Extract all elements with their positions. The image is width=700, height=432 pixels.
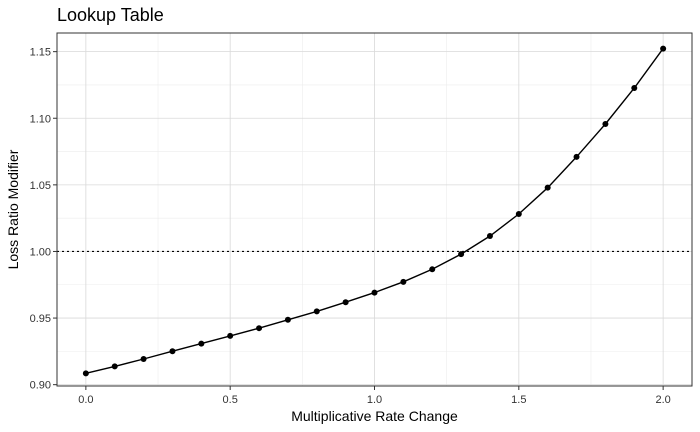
- data-point: [631, 85, 638, 92]
- data-point: [371, 289, 378, 296]
- y-tick-label: 1.00: [30, 246, 51, 258]
- data-point: [198, 340, 205, 347]
- y-axis-title: Loss Ratio Modifier: [5, 149, 21, 269]
- y-axis: 0.90 0.95 1.00 1.05 1.10 1.15: [30, 47, 57, 392]
- data-point: [313, 308, 320, 315]
- data-point: [602, 120, 609, 127]
- data-point: [82, 370, 89, 377]
- x-tick-label: 2.0: [655, 394, 670, 406]
- data-point: [140, 355, 147, 362]
- x-tick-label: 0.5: [223, 394, 238, 406]
- data-point: [544, 184, 551, 191]
- data-point: [256, 325, 263, 332]
- data-point: [458, 251, 465, 258]
- data-point: [400, 278, 407, 285]
- chart-title: Lookup Table: [57, 5, 164, 25]
- data-point: [342, 299, 349, 306]
- data-point: [515, 211, 522, 218]
- x-axis: 0.0 0.5 1.0 1.5 2.0: [78, 386, 671, 406]
- data-point: [284, 316, 291, 323]
- data-points: [82, 45, 667, 377]
- x-tick-label: 0.0: [78, 394, 93, 406]
- plot-panel: [56, 32, 693, 387]
- y-tick-label: 1.10: [30, 113, 51, 125]
- data-point: [111, 363, 118, 370]
- data-point: [573, 153, 580, 160]
- x-tick-label: 1.5: [511, 394, 526, 406]
- data-point: [429, 266, 436, 273]
- x-tick-label: 1.0: [367, 394, 382, 406]
- major-gridlines: [57, 33, 692, 386]
- data-point: [169, 348, 176, 355]
- y-tick-label: 0.95: [30, 313, 51, 325]
- data-point: [227, 332, 234, 339]
- data-point: [660, 45, 667, 52]
- x-axis-title: Multiplicative Rate Change: [291, 408, 458, 424]
- y-tick-label: 1.05: [30, 180, 51, 192]
- y-tick-label: 0.90: [30, 380, 51, 392]
- data-point: [486, 233, 493, 240]
- y-tick-label: 1.15: [30, 47, 51, 59]
